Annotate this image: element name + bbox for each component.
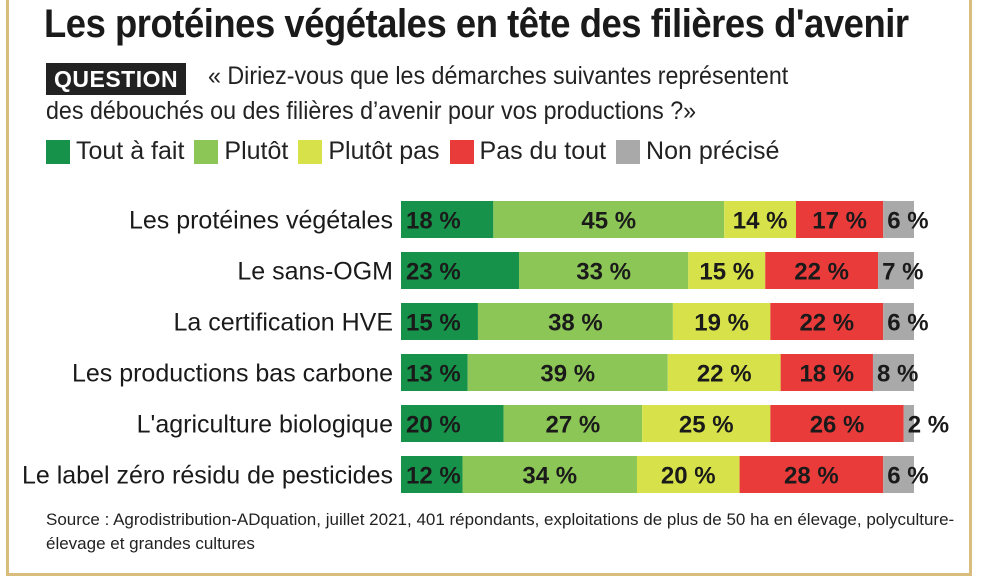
data-label: 8 % — [877, 361, 918, 388]
legend-item-tout-a-fait: Tout à fait — [46, 137, 184, 166]
category-label: La certification HVE — [173, 309, 393, 337]
data-label: 19 % — [694, 310, 749, 337]
data-label: 20 % — [661, 463, 716, 490]
data-label: 13 % — [406, 361, 461, 388]
legend-item-non-precise: Non précisé — [616, 137, 779, 166]
legend-swatch — [298, 139, 323, 164]
bar-segment — [667, 354, 781, 391]
bar-segment — [770, 405, 904, 442]
category-label: Le label zéro résidu de pesticides — [22, 462, 393, 490]
data-label: 12 % — [406, 463, 461, 490]
data-label: 39 % — [540, 361, 595, 388]
question-badge: QUESTION — [46, 63, 187, 95]
bar-segment — [401, 303, 478, 340]
data-label: 17 % — [812, 208, 867, 235]
legend-swatch — [449, 139, 474, 164]
bar-segment — [477, 303, 673, 340]
bar-row: Le sans-OGM 23 % 33 % 15 % 22 % 7 % — [237, 252, 923, 289]
data-label: 15 % — [406, 310, 461, 337]
legend-swatch — [46, 139, 70, 164]
data-label: 20 % — [406, 412, 461, 439]
data-label: 22 % — [794, 259, 849, 286]
bar-segment — [780, 354, 873, 391]
bar-segment — [883, 201, 914, 238]
legend-swatch — [194, 139, 219, 164]
bar-segment — [770, 303, 884, 340]
bar-segment — [642, 405, 771, 442]
bar-segment — [688, 252, 766, 289]
bar-segment — [401, 456, 463, 493]
bar-segment — [467, 354, 668, 391]
data-label: 14 % — [733, 208, 788, 235]
bar-row: Les protéines végétales 18 % 45 % 14 % 17 % 6… — [129, 201, 929, 238]
data-label: 23 % — [406, 259, 461, 286]
bar-segment — [401, 201, 494, 238]
bar-segment — [401, 252, 519, 289]
data-label: 2 % — [908, 412, 949, 439]
data-label: 6 % — [887, 208, 928, 235]
data-label: 22 % — [799, 310, 854, 337]
legend-label: Tout à fait — [76, 137, 185, 165]
category-label: L'agriculture biologique — [137, 411, 393, 439]
legend-item-plutot-pas: Plutôt pas — [298, 137, 440, 166]
data-label: 25 % — [679, 412, 734, 439]
data-label: 27 % — [546, 412, 601, 439]
question-text-line1: « Diriez-vous que les démarches suivante… — [208, 62, 789, 90]
data-label: 7 % — [882, 259, 923, 286]
bar-row: Les productions bas carbone 13 % 39 % 22 % 1… — [72, 354, 918, 391]
data-label: 26 % — [810, 412, 865, 439]
data-label: 34 % — [522, 463, 577, 490]
bar-segment — [796, 201, 884, 238]
bar-segment — [903, 405, 914, 442]
category-label: Les productions bas carbone — [72, 360, 393, 388]
bar-row: Le label zéro résidu de pesticides 12 % 34… — [22, 456, 929, 493]
bar-segment — [739, 456, 884, 493]
data-label: 33 % — [576, 259, 631, 286]
data-label: 28 % — [784, 463, 839, 490]
data-label: 6 % — [887, 463, 928, 490]
bar-segment — [401, 354, 468, 391]
legend-swatch — [616, 139, 641, 164]
data-label: 18 % — [799, 361, 854, 388]
bar-row: L'agriculture biologique 20 % 27 % 25 % 26 %… — [137, 405, 949, 442]
bar-segment — [503, 405, 643, 442]
bar-segment — [883, 456, 914, 493]
source-note: Source : Agrodistribution-ADquation, jui… — [46, 510, 955, 553]
legend-label: Non précisé — [646, 137, 780, 165]
data-label: 38 % — [548, 310, 603, 337]
category-label: Les protéines végétales — [129, 207, 393, 235]
bar-segment — [878, 252, 914, 289]
bar-segment — [872, 354, 914, 391]
legend-item-plutot: Plutôt — [194, 137, 288, 166]
bar-row: La certification HVE 15 % 38 % 19 % 22 % 6 % — [173, 303, 929, 340]
data-label: 6 % — [887, 310, 928, 337]
data-label: 22 % — [697, 361, 752, 388]
bar-segment — [672, 303, 771, 340]
question-text-line2: des débouchés ou des filières d’avenir p… — [46, 97, 697, 125]
data-label: 45 % — [581, 208, 636, 235]
bar-segment — [462, 456, 637, 493]
bar-segment — [883, 303, 914, 340]
bar-segment — [636, 456, 740, 493]
bar-segment — [765, 252, 879, 289]
bar-segment — [493, 201, 725, 238]
data-label: 18 % — [406, 208, 461, 235]
bar-segment — [518, 252, 689, 289]
chart-title: Les protéines végétales en tête des fili… — [44, 2, 909, 46]
category-label: Le sans-OGM — [237, 258, 393, 286]
bar-segment — [724, 201, 797, 238]
stacked-bar-chart: Les protéines végétales 18 % 45 % 14 % 17 % 6… — [22, 201, 949, 493]
bar-segment — [401, 405, 504, 442]
legend-label: Pas du tout — [479, 137, 607, 165]
legend: Tout à fait Plutôt Plutôt pas Pas du tou… — [46, 137, 779, 166]
legend-item-pas-du-tout: Pas du tout — [449, 137, 607, 166]
data-label: 15 % — [699, 259, 754, 286]
legend-label: Plutôt pas — [328, 137, 440, 165]
legend-label: Plutôt — [224, 137, 289, 165]
